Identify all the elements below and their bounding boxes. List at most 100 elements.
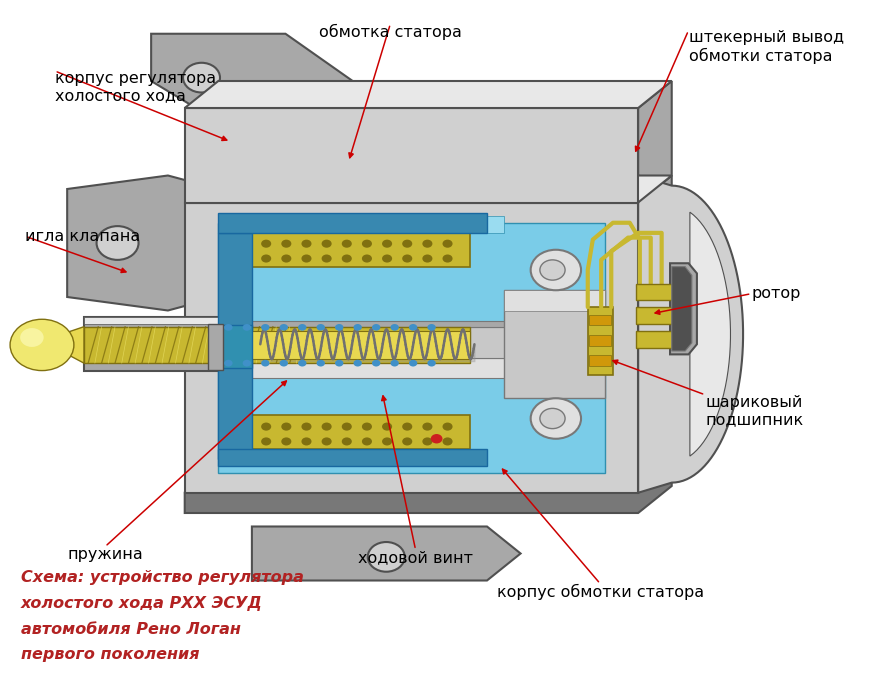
Circle shape [261, 360, 270, 367]
Circle shape [443, 240, 452, 248]
Polygon shape [690, 212, 731, 456]
Circle shape [279, 360, 288, 367]
Polygon shape [84, 327, 471, 363]
Polygon shape [670, 263, 697, 354]
Polygon shape [636, 284, 671, 300]
Circle shape [281, 254, 292, 263]
Circle shape [301, 254, 312, 263]
Text: Схема: устройство регулятора: Схема: устройство регулятора [21, 570, 304, 585]
Circle shape [281, 423, 292, 431]
Text: корпус регулятора
холостого хода: корпус регулятора холостого хода [55, 71, 216, 103]
Circle shape [428, 324, 436, 331]
Circle shape [402, 423, 412, 431]
Circle shape [341, 254, 352, 263]
Circle shape [354, 360, 362, 367]
Bar [589, 335, 611, 346]
Circle shape [430, 434, 443, 443]
Circle shape [321, 437, 332, 446]
Text: шариковый
подшипник: шариковый подшипник [705, 395, 803, 427]
Circle shape [382, 423, 392, 431]
Circle shape [423, 240, 432, 248]
Circle shape [298, 360, 306, 367]
Polygon shape [588, 307, 613, 375]
Polygon shape [671, 267, 692, 351]
Circle shape [540, 408, 565, 429]
Circle shape [443, 423, 452, 431]
Circle shape [321, 254, 332, 263]
Circle shape [335, 324, 343, 331]
Circle shape [372, 360, 381, 367]
Circle shape [321, 240, 332, 248]
Circle shape [279, 324, 288, 331]
Polygon shape [504, 290, 605, 398]
Bar [589, 355, 611, 366]
Circle shape [317, 324, 325, 331]
Circle shape [341, 437, 352, 446]
Polygon shape [636, 331, 671, 348]
Circle shape [241, 240, 251, 248]
Circle shape [362, 240, 372, 248]
Polygon shape [218, 213, 487, 233]
Circle shape [20, 328, 44, 347]
Polygon shape [218, 233, 252, 459]
Polygon shape [185, 202, 638, 493]
Circle shape [261, 254, 272, 263]
Polygon shape [218, 449, 487, 466]
Circle shape [335, 360, 343, 367]
Polygon shape [252, 327, 571, 358]
Circle shape [443, 437, 452, 446]
Polygon shape [151, 34, 353, 122]
Circle shape [390, 324, 399, 331]
Circle shape [531, 250, 581, 290]
Circle shape [402, 437, 412, 446]
Text: штекерный вывод
обмотки статора: штекерный вывод обмотки статора [689, 30, 843, 64]
Text: автомобиля Рено Логан: автомобиля Рено Логан [21, 622, 241, 637]
Circle shape [540, 260, 565, 280]
Circle shape [97, 226, 139, 260]
Circle shape [261, 324, 270, 331]
Circle shape [301, 437, 312, 446]
Polygon shape [84, 317, 218, 324]
Circle shape [368, 542, 405, 572]
Circle shape [301, 423, 312, 431]
Circle shape [423, 254, 432, 263]
Circle shape [321, 423, 332, 431]
Circle shape [243, 360, 251, 367]
Polygon shape [185, 176, 671, 202]
Circle shape [301, 240, 312, 248]
Text: ротор: ротор [752, 286, 801, 301]
Circle shape [341, 423, 352, 431]
Polygon shape [235, 233, 471, 267]
Circle shape [382, 240, 392, 248]
Text: игла клапана: игла клапана [25, 229, 141, 244]
Circle shape [224, 360, 232, 367]
Text: обмотка статора: обмотка статора [319, 24, 462, 40]
Circle shape [183, 63, 220, 92]
Circle shape [261, 437, 272, 446]
Circle shape [531, 398, 581, 439]
Circle shape [382, 254, 392, 263]
Text: холостого хода РХХ ЭСУД: холостого хода РХХ ЭСУД [21, 596, 263, 611]
Circle shape [409, 324, 417, 331]
Circle shape [362, 254, 372, 263]
Text: корпус обмотки статора: корпус обмотки статора [497, 584, 704, 600]
Text: ходовой винт: ходовой винт [358, 550, 473, 565]
Circle shape [243, 324, 251, 331]
Polygon shape [185, 466, 671, 513]
Circle shape [372, 324, 381, 331]
Circle shape [409, 360, 417, 367]
Polygon shape [638, 81, 671, 202]
Polygon shape [67, 176, 218, 310]
Circle shape [241, 423, 251, 431]
Circle shape [423, 423, 432, 431]
Circle shape [362, 437, 372, 446]
Circle shape [10, 319, 74, 371]
Polygon shape [185, 108, 638, 202]
Circle shape [298, 324, 306, 331]
Polygon shape [218, 331, 471, 359]
Circle shape [241, 437, 251, 446]
Polygon shape [636, 307, 671, 324]
Bar [589, 315, 611, 325]
Polygon shape [185, 81, 671, 108]
Circle shape [261, 240, 272, 248]
